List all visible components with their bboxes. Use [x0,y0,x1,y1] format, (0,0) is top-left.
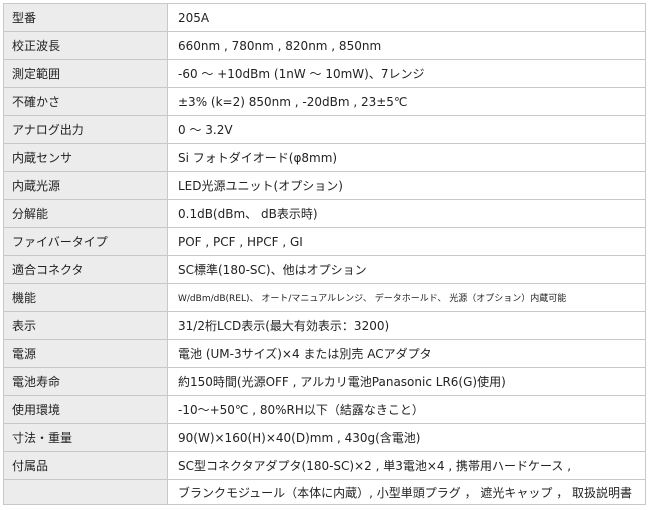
row-value: 電池 (UM-3サイズ)×4 または別売 ACアダプタ [167,339,646,368]
spec-row-resolution: 分解能 0.1dB(dBm、 dB表示時) [3,199,646,228]
row-label: 電源 [3,339,168,368]
spec-row-functions: 機能 W/dBm/dB(REL)、 オート/マニュアルレンジ、 データホールド、… [3,283,646,312]
row-value: 90(W)×160(H)×40(D)mm , 430g(含電池) [167,423,646,452]
row-label: 不確かさ [3,87,168,116]
row-value: -60 ～ +10dBm (1nW ～ 10mW)、7レンジ [167,59,646,88]
row-label [3,479,168,505]
row-label: 機能 [3,283,168,312]
row-value: LED光源ユニット(オプション) [167,171,646,200]
row-value: -10～+50℃ , 80%RH以下（結露なきこと） [167,395,646,424]
spec-row-calibration-wavelength: 校正波長 660nm , 780nm , 820nm , 850nm [3,31,646,60]
spec-row-uncertainty: 不確かさ ±3% (k=2) 850nm , -20dBm , 23±5℃ [3,87,646,116]
row-label: 付属品 [3,451,168,480]
row-label: 適合コネクタ [3,255,168,284]
spec-row-environment: 使用環境 -10～+50℃ , 80%RH以下（結露なきこと） [3,395,646,424]
spec-row-accessories-continued: ブランクモジュール（本体に内蔵）, 小型単頭プラグ ， 遮光キャップ ， 取扱説… [3,479,646,505]
spec-row-measurement-range: 測定範囲 -60 ～ +10dBm (1nW ～ 10mW)、7レンジ [3,59,646,88]
spec-row-fiber-type: ファイバータイプ POF , PCF , HPCF , GI [3,227,646,256]
row-label: 内蔵光源 [3,171,168,200]
row-value: 0 ～ 3.2V [167,115,646,144]
spec-row-model: 型番 205A [3,3,646,32]
row-value: 約150時間(光源OFF , アルカリ電池Panasonic LR6(G)使用) [167,367,646,396]
row-value: 0.1dB(dBm、 dB表示時) [167,199,646,228]
row-value: 660nm , 780nm , 820nm , 850nm [167,31,646,60]
spec-row-connector: 適合コネクタ SC標準(180-SC)、他はオプション [3,255,646,284]
spec-row-battery-life: 電池寿命 約150時間(光源OFF , アルカリ電池Panasonic LR6(… [3,367,646,396]
row-value: Si フォトダイオード(φ8mm) [167,143,646,172]
row-label: 型番 [3,3,168,32]
row-label: アナログ出力 [3,115,168,144]
row-label: 校正波長 [3,31,168,60]
row-value: SC標準(180-SC)、他はオプション [167,255,646,284]
spec-row-sensor: 内蔵センサ Si フォトダイオード(φ8mm) [3,143,646,172]
spec-row-accessories: 付属品 SC型コネクタアダプタ(180-SC)×2 , 単3電池×4 , 携帯用… [3,451,646,480]
spec-row-dimensions-weight: 寸法・重量 90(W)×160(H)×40(D)mm , 430g(含電池) [3,423,646,452]
row-label: 使用環境 [3,395,168,424]
row-label: 内蔵センサ [3,143,168,172]
row-value: ±3% (k=2) 850nm , -20dBm , 23±5℃ [167,87,646,116]
row-label: 分解能 [3,199,168,228]
spec-row-power: 電源 電池 (UM-3サイズ)×4 または別売 ACアダプタ [3,339,646,368]
row-label: 測定範囲 [3,59,168,88]
row-value: ブランクモジュール（本体に内蔵）, 小型単頭プラグ ， 遮光キャップ ， 取扱説… [167,479,646,505]
spec-table: 型番 205A 校正波長 660nm , 780nm , 820nm , 850… [3,3,646,505]
row-value: 31/2桁LCD表示(最大有効表示：3200) [167,311,646,340]
row-value: 205A [167,3,646,32]
spec-row-display: 表示 31/2桁LCD表示(最大有効表示：3200) [3,311,646,340]
spec-row-analog-output: アナログ出力 0 ～ 3.2V [3,115,646,144]
row-label: 電池寿命 [3,367,168,396]
row-value: POF , PCF , HPCF , GI [167,227,646,256]
row-value: W/dBm/dB(REL)、 オート/マニュアルレンジ、 データホールド、 光源… [167,283,646,312]
row-label: ファイバータイプ [3,227,168,256]
row-label: 寸法・重量 [3,423,168,452]
spec-row-light-source: 内蔵光源 LED光源ユニット(オプション) [3,171,646,200]
row-value: SC型コネクタアダプタ(180-SC)×2 , 単3電池×4 , 携帯用ハードケ… [167,451,646,480]
row-label: 表示 [3,311,168,340]
